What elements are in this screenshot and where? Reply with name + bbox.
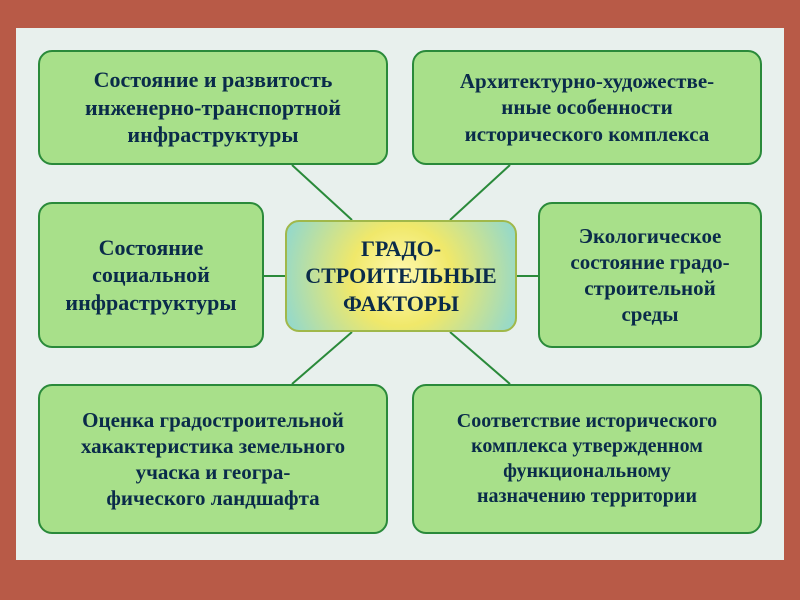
node-label: Соответствие историческогокомплекса утве… [457, 409, 717, 509]
node-label: Оценка градостроительнойхакактеристика з… [81, 407, 345, 512]
node-label: Состояниесоциальнойинфраструктуры [65, 234, 236, 317]
node-label: Экологическоесостояние градо-строительно… [570, 223, 729, 328]
node-bottom-left: Оценка градостроительнойхакактеристика з… [38, 384, 388, 534]
center-node: ГРАДО-СТРОИТЕЛЬНЫЕФАКТОРЫ [285, 220, 517, 332]
node-top-left: Состояние и развитостьинженерно-транспор… [38, 50, 388, 165]
node-label: Состояние и развитостьинженерно-транспор… [85, 66, 341, 149]
node-label: Архитектурно-художестве-нные особенности… [460, 68, 714, 147]
node-mid-right: Экологическоесостояние градо-строительно… [538, 202, 762, 348]
node-mid-left: Состояниесоциальнойинфраструктуры [38, 202, 264, 348]
node-top-right: Архитектурно-художестве-нные особенности… [412, 50, 762, 165]
node-bottom-right: Соответствие историческогокомплекса утве… [412, 384, 762, 534]
outer-frame: ГРАДО-СТРОИТЕЛЬНЫЕФАКТОРЫ Состояние и ра… [0, 0, 800, 600]
center-label: ГРАДО-СТРОИТЕЛЬНЫЕФАКТОРЫ [305, 235, 496, 318]
inner-panel: ГРАДО-СТРОИТЕЛЬНЫЕФАКТОРЫ Состояние и ра… [16, 28, 784, 560]
factors-diagram: ГРАДО-СТРОИТЕЛЬНЫЕФАКТОРЫ Состояние и ра… [32, 46, 768, 542]
